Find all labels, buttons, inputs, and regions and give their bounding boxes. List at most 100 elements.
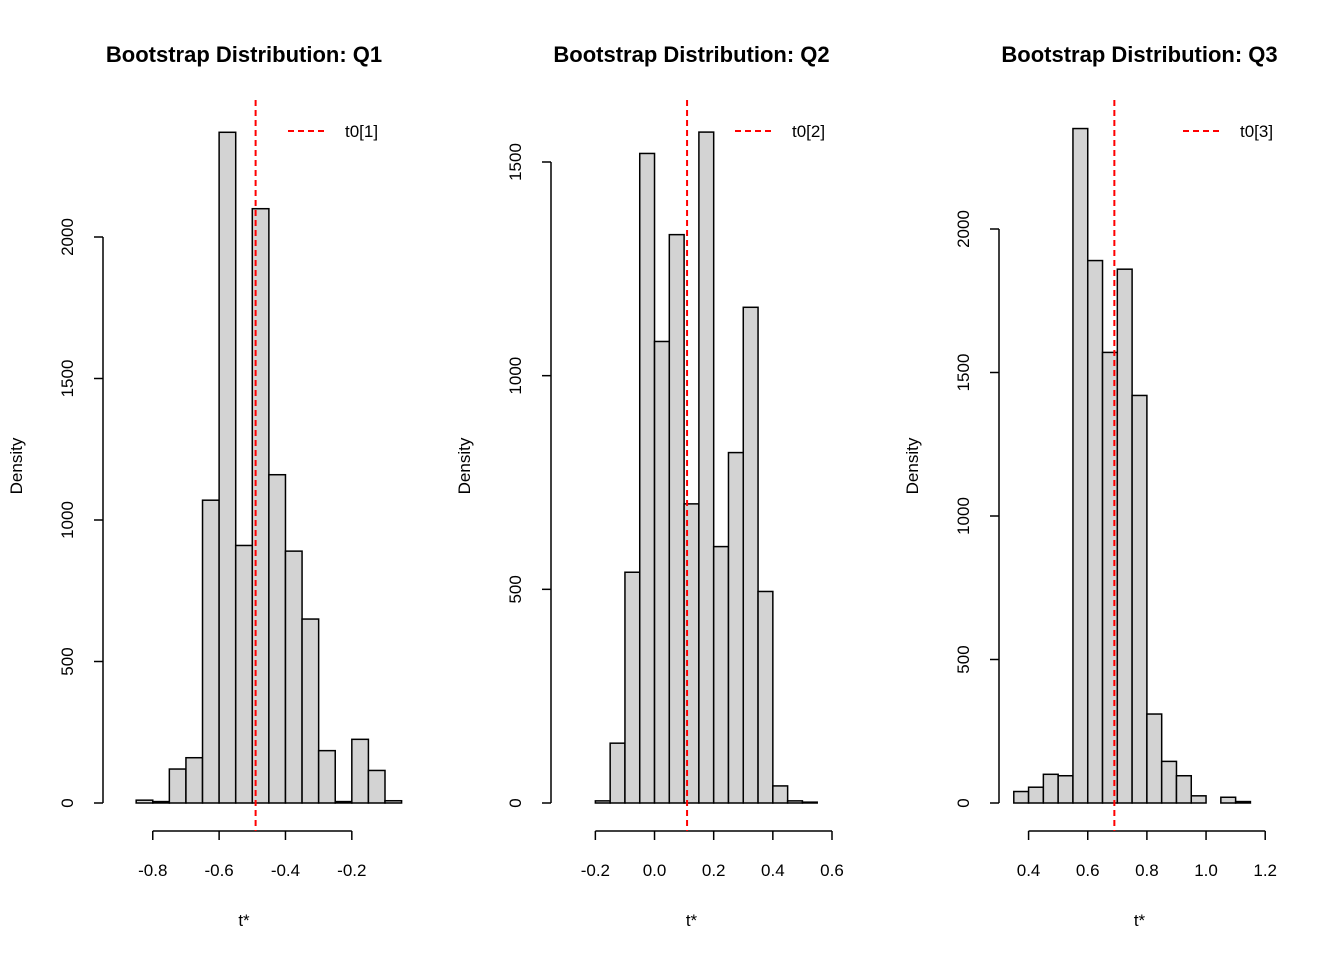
histogram-bar — [317, 749, 336, 804]
histogram-panel-2: Bootstrap Distribution: Q2 0 500 1000 1500 De… — [455, 42, 844, 930]
histogram-bar — [1072, 127, 1089, 804]
chart-title: Bootstrap Distribution: Q1 — [106, 42, 382, 67]
histogram-bar — [284, 550, 303, 804]
histogram-bar — [351, 738, 370, 804]
histogram-bar — [268, 473, 287, 804]
x-axis-label: t* — [238, 911, 250, 930]
y-axis-label: Density — [7, 437, 26, 494]
y-tick-label: 2000 — [954, 210, 973, 248]
histogram-bar — [653, 340, 671, 804]
histogram-bar — [1146, 713, 1163, 804]
x-axis: 0.4 0.6 0.8 1.0 1.2 — [1017, 830, 1277, 880]
histogram-panel-3: Bootstrap Distribution: Q3 0 500 1000 1500 20… — [903, 42, 1278, 930]
x-axis: -0.2 0.0 0.2 0.4 0.6 — [581, 830, 844, 880]
histogram-bar — [1190, 795, 1207, 804]
y-tick-label: 1000 — [506, 357, 525, 395]
y-tick-label: 500 — [954, 645, 973, 673]
histogram-bar — [1042, 773, 1059, 804]
x-axis: -0.8 -0.6 -0.4 -0.2 — [138, 830, 366, 880]
bars — [135, 131, 403, 804]
histogram-bar — [1175, 774, 1193, 804]
x-tick-label: 1.0 — [1194, 861, 1218, 880]
histogram-bar — [1160, 760, 1178, 804]
bars — [594, 131, 818, 804]
histogram-bar — [698, 131, 715, 804]
legend: t0[3] — [1183, 122, 1273, 141]
y-axis-label: Density — [903, 437, 922, 494]
x-tick-label: 0.4 — [1017, 861, 1041, 880]
histogram-panel-1: Bootstrap Distribution: Q1 0 500 1000 1500 20… — [7, 42, 403, 930]
x-tick-label: -0.2 — [581, 861, 610, 880]
x-axis-label: t* — [1134, 911, 1146, 930]
chart-title: Bootstrap Distribution: Q3 — [1001, 42, 1277, 67]
histogram-bar — [1116, 268, 1133, 804]
histogram-bar — [624, 571, 641, 804]
y-axis: 0 500 1000 1500 2000 — [954, 210, 1000, 808]
legend: t0[2] — [735, 122, 825, 141]
y-tick-label: 0 — [58, 798, 77, 807]
histogram-bar — [727, 451, 745, 804]
histogram-bar — [185, 756, 204, 804]
histogram-bar — [152, 800, 171, 804]
bars — [1013, 127, 1252, 804]
histogram-bar — [334, 800, 353, 804]
legend-label: t0[3] — [1240, 122, 1273, 141]
histogram-bar — [1234, 800, 1252, 804]
y-tick-label: 0 — [954, 798, 973, 807]
histogram-bar — [1086, 259, 1104, 804]
y-tick-label: 1500 — [954, 354, 973, 392]
y-axis-label: Density — [455, 437, 474, 494]
histogram-bar — [742, 306, 759, 804]
histogram-bar — [218, 131, 237, 804]
histogram-bar — [772, 785, 789, 804]
x-tick-label: -0.4 — [271, 861, 300, 880]
histogram-bar — [367, 769, 386, 804]
x-tick-label: 0.6 — [820, 861, 844, 880]
histogram-bar — [234, 544, 254, 804]
chart-title: Bootstrap Distribution: Q2 — [553, 42, 829, 67]
x-tick-label: 0.6 — [1076, 861, 1100, 880]
legend: t0[1] — [288, 122, 378, 141]
histogram-bar — [638, 152, 656, 804]
x-axis-label: t* — [686, 911, 698, 930]
y-axis: 0 500 1000 1500 — [506, 143, 552, 808]
y-tick-label: 1000 — [954, 497, 973, 535]
legend-label: t0[2] — [792, 122, 825, 141]
y-tick-label: 1500 — [58, 360, 77, 398]
histogram-bar — [384, 799, 403, 804]
histogram-bar — [609, 742, 626, 804]
histogram-bar — [757, 590, 774, 804]
histogram-bar — [668, 233, 685, 804]
histogram-bar — [712, 545, 730, 804]
x-tick-label: -0.6 — [204, 861, 233, 880]
y-tick-label: 1500 — [506, 143, 525, 181]
x-tick-label: -0.2 — [337, 861, 366, 880]
histogram-bar — [1013, 790, 1030, 804]
y-tick-label: 0 — [506, 798, 525, 807]
histogram-bar — [594, 800, 611, 804]
histogram-bar — [135, 799, 154, 804]
x-tick-label: 0.8 — [1135, 861, 1159, 880]
histogram-bar — [1131, 394, 1148, 804]
histogram-bar — [1057, 774, 1074, 804]
x-tick-label: 0.2 — [702, 861, 726, 880]
histogram-bar — [786, 800, 804, 804]
y-tick-label: 1000 — [58, 501, 77, 539]
histogram-bar — [1027, 786, 1045, 804]
histogram-bar — [801, 801, 818, 804]
x-tick-label: 0.0 — [643, 861, 667, 880]
legend-label: t0[1] — [345, 122, 378, 141]
histogram-bar — [201, 499, 220, 804]
histogram-bar — [301, 618, 320, 804]
x-tick-label: 1.2 — [1253, 861, 1277, 880]
x-tick-label: -0.8 — [138, 861, 167, 880]
y-axis: 0 500 1000 1500 2000 — [58, 218, 104, 808]
histogram-bar — [168, 768, 187, 804]
x-tick-label: 0.4 — [761, 861, 785, 880]
y-tick-label: 500 — [58, 647, 77, 675]
histogram-bar — [1220, 796, 1237, 804]
y-tick-label: 2000 — [58, 218, 77, 256]
y-tick-label: 500 — [506, 575, 525, 603]
